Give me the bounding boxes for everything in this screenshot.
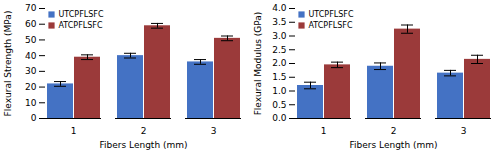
svg-text:2: 2 — [391, 126, 397, 136]
svg-text:3.0: 3.0 — [272, 31, 287, 41]
svg-text:1.5: 1.5 — [272, 72, 286, 82]
svg-text:Fibers Length (mm): Fibers Length (mm) — [100, 140, 188, 150]
svg-text:50: 50 — [25, 35, 37, 45]
svg-text:0.0: 0.0 — [272, 113, 287, 123]
svg-text:0: 0 — [31, 113, 37, 123]
svg-text:2: 2 — [141, 126, 147, 136]
svg-text:4.0: 4.0 — [272, 3, 287, 13]
svg-text:3: 3 — [211, 126, 217, 136]
svg-text:70: 70 — [25, 3, 37, 13]
svg-text:1: 1 — [71, 126, 77, 136]
svg-text:UTCPFLSFC: UTCPFLSFC — [59, 10, 104, 19]
svg-text:40: 40 — [25, 51, 37, 61]
svg-text:20: 20 — [25, 82, 37, 92]
svg-text:2.0: 2.0 — [272, 58, 287, 68]
svg-text:0.5: 0.5 — [272, 100, 286, 110]
svg-text:Flexural Modulus (GPa): Flexural Modulus (GPa) — [253, 12, 263, 116]
svg-text:ATCPFLSFC: ATCPFLSFC — [59, 21, 103, 30]
svg-text:ATCPFLSFC: ATCPFLSFC — [309, 21, 353, 30]
svg-text:Flexural Strength (MPa): Flexural Strength (MPa) — [3, 11, 13, 117]
svg-text:60: 60 — [25, 19, 37, 29]
svg-text:1: 1 — [321, 126, 327, 136]
svg-text:1.0: 1.0 — [272, 86, 287, 96]
svg-text:UTCPFLSFC: UTCPFLSFC — [309, 10, 354, 19]
svg-text:30: 30 — [25, 66, 37, 76]
svg-text:10: 10 — [25, 98, 37, 108]
svg-text:3: 3 — [461, 126, 467, 136]
svg-text:2.5: 2.5 — [272, 45, 286, 55]
svg-text:3.5: 3.5 — [272, 17, 286, 27]
svg-text:Fibers Length (mm): Fibers Length (mm) — [350, 140, 438, 150]
